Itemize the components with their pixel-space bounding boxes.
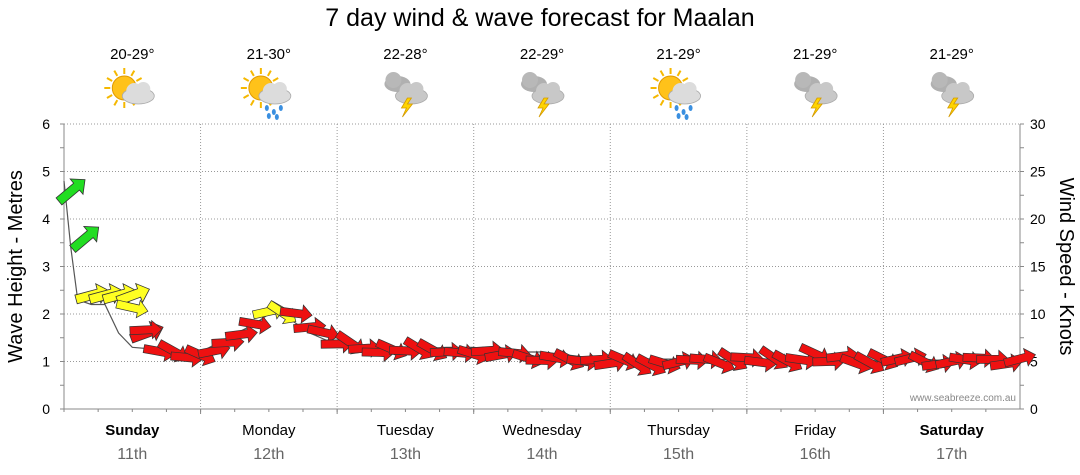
storm-icon: [930, 72, 975, 118]
wind-arrow: [224, 323, 258, 344]
y2-tick-label: 15: [1030, 259, 1046, 275]
y2-tick-label: 30: [1030, 116, 1046, 132]
date-label: 14th: [526, 446, 557, 463]
y-tick-label: 5: [42, 164, 50, 180]
y2-tick-label: 10: [1030, 306, 1046, 322]
y-tick-label: 4: [42, 211, 50, 227]
temp-label: 20-29°: [110, 46, 154, 63]
date-label: 15th: [663, 446, 694, 463]
temp-label: 22-29°: [520, 46, 564, 63]
y2-tick-label: 20: [1030, 211, 1046, 227]
wind-arrow: [55, 178, 86, 206]
storm-icon: [521, 72, 565, 118]
chart-title: 7 day wind & wave forecast for Maalan: [325, 4, 755, 32]
wave-height-line: [63, 180, 1020, 363]
temp-label: 22-28°: [383, 46, 427, 63]
date-label: 11th: [117, 446, 147, 463]
date-label: 16th: [800, 446, 831, 463]
date-label: 13th: [390, 446, 421, 463]
sun-showers-icon: [650, 68, 701, 120]
day-label: Monday: [242, 422, 296, 439]
wind-arrow: [306, 324, 340, 344]
y2-axis-label: Wind Speed - Knots: [1055, 178, 1077, 356]
wind-arrow: [115, 299, 149, 319]
storm-icon: [384, 72, 428, 118]
y-tick-label: 3: [42, 259, 50, 275]
y-tick-label: 6: [42, 116, 50, 132]
temp-label: 21-29°: [793, 46, 837, 63]
wind-arrow: [853, 351, 885, 375]
day-label: Tuesday: [377, 422, 434, 439]
y2-tick-label: 0: [1030, 401, 1038, 417]
wind-arrow: [1003, 347, 1036, 368]
date-label: 17th: [936, 446, 967, 463]
watermark: www.seabreeze.com.au: [909, 393, 1016, 404]
wind-arrow: [279, 304, 313, 324]
wind-arrow: [784, 350, 818, 371]
y-axis-label: Wave Height - Metres: [5, 170, 27, 363]
y2-tick-label: 25: [1030, 164, 1046, 180]
storm-icon: [794, 72, 838, 118]
temp-label: 21-29°: [930, 46, 974, 63]
temp-label: 21-30°: [247, 46, 291, 63]
wind-arrow: [69, 226, 100, 253]
y-tick-label: 2: [42, 306, 50, 322]
day-label: Sunday: [105, 422, 160, 439]
day-label: Thursday: [647, 422, 710, 439]
wind-arrow: [238, 315, 272, 335]
y-tick-label: 1: [42, 354, 50, 370]
sun-showers-icon: [240, 68, 292, 120]
day-label: Friday: [794, 422, 836, 439]
y-tick-label: 0: [42, 401, 50, 417]
date-label: 12th: [253, 446, 284, 463]
partly-cloudy-icon: [104, 68, 155, 108]
wind-arrow: [129, 319, 163, 340]
day-label: Wednesday: [503, 422, 582, 439]
day-label: Saturday: [920, 422, 985, 439]
temp-label: 21-29°: [656, 46, 700, 63]
y2-tick-label: 5: [1030, 354, 1038, 370]
